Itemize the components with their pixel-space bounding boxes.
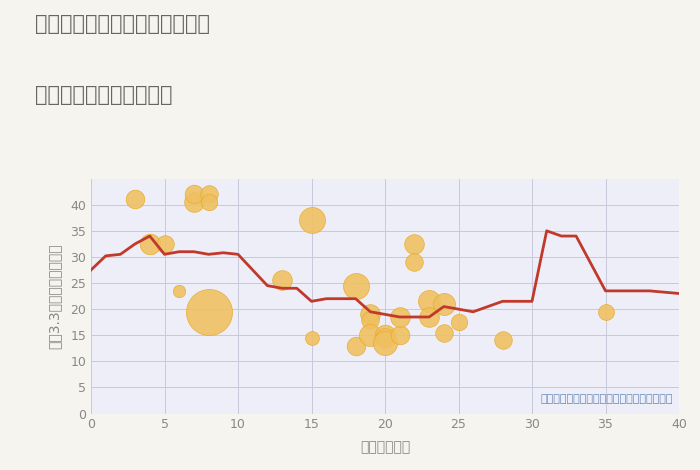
Point bbox=[379, 334, 391, 342]
Point bbox=[438, 329, 449, 337]
Point bbox=[203, 198, 214, 206]
Point bbox=[497, 337, 508, 344]
Point bbox=[203, 308, 214, 315]
Point bbox=[409, 240, 420, 248]
Point bbox=[350, 282, 361, 290]
X-axis label: 築年数（年）: 築年数（年） bbox=[360, 440, 410, 454]
Point bbox=[130, 196, 141, 203]
Point bbox=[174, 287, 185, 295]
Point bbox=[424, 313, 435, 321]
Point bbox=[365, 316, 376, 323]
Y-axis label: 坪（3.3㎡）単価（万円）: 坪（3.3㎡）単価（万円） bbox=[48, 243, 62, 349]
Point bbox=[306, 334, 317, 342]
Point bbox=[438, 300, 449, 308]
Point bbox=[159, 240, 170, 248]
Point bbox=[188, 190, 199, 198]
Text: 築年数別中古戸建て価格: 築年数別中古戸建て価格 bbox=[35, 85, 172, 105]
Point bbox=[365, 331, 376, 339]
Point bbox=[203, 190, 214, 198]
Point bbox=[276, 277, 288, 284]
Point bbox=[379, 339, 391, 347]
Point bbox=[394, 313, 405, 321]
Point bbox=[453, 319, 464, 326]
Point bbox=[144, 240, 155, 248]
Point bbox=[188, 198, 199, 206]
Point bbox=[350, 342, 361, 350]
Text: 埼玉県比企郡ときがわ町田中の: 埼玉県比企郡ときがわ町田中の bbox=[35, 14, 210, 34]
Point bbox=[365, 311, 376, 318]
Point bbox=[424, 298, 435, 305]
Point bbox=[600, 308, 611, 315]
Point bbox=[394, 331, 405, 339]
Point bbox=[379, 331, 391, 339]
Text: 円の大きさは、取引のあった物件面積を示す: 円の大きさは、取引のあった物件面積を示す bbox=[540, 394, 673, 404]
Point bbox=[409, 258, 420, 266]
Point bbox=[306, 217, 317, 224]
